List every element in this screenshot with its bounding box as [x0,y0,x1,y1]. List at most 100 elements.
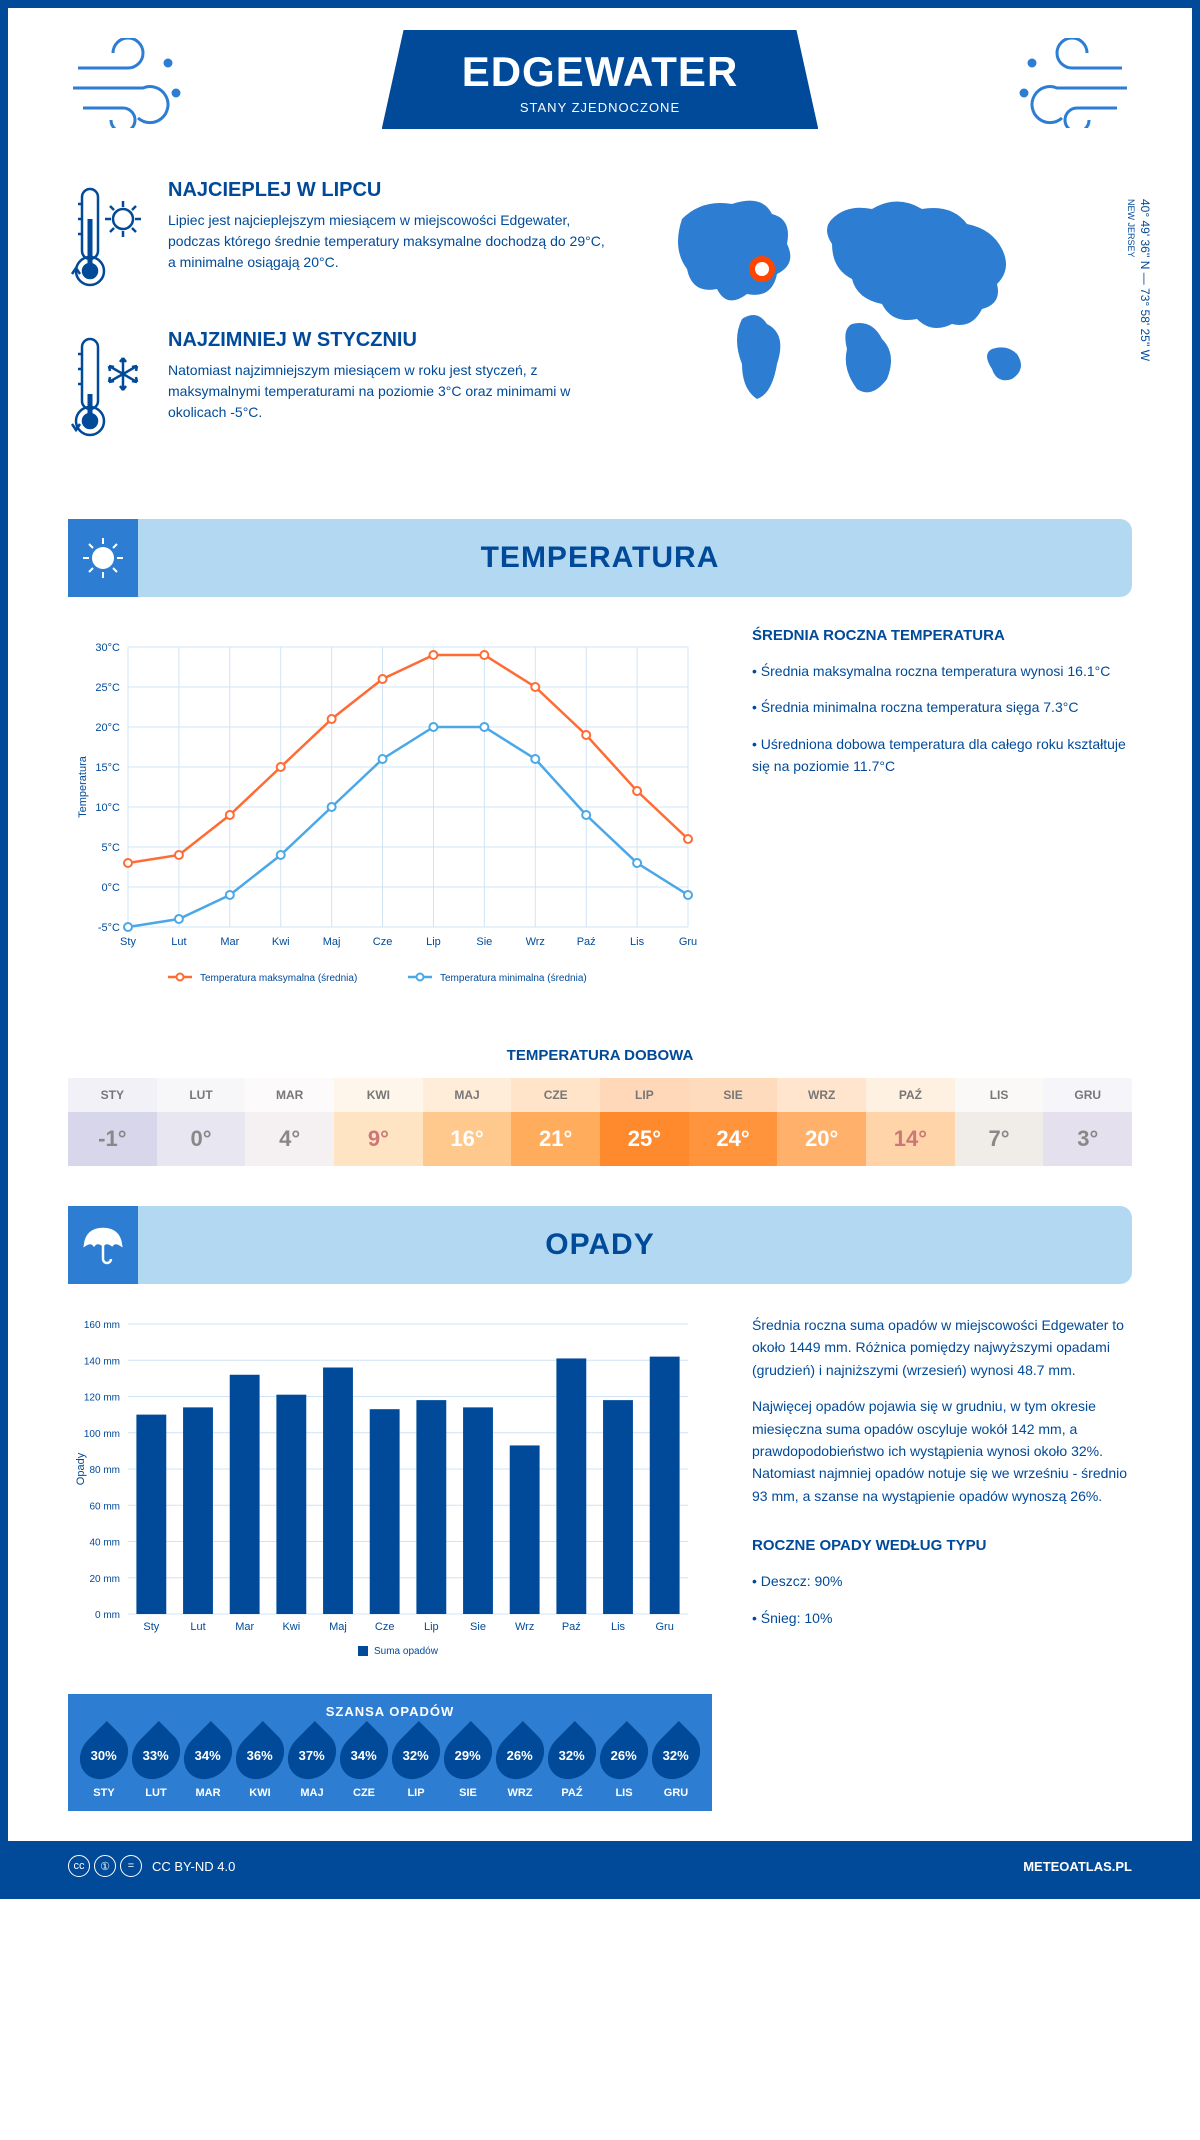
rain-drop: 26%WRZ [498,1729,542,1799]
wind-icon-right [1012,38,1132,128]
rain-drop: 34%MAR [186,1729,230,1799]
cold-title: NAJZIMNIEJ W STYCZNIU [168,329,612,352]
svg-text:0°C: 0°C [102,882,121,894]
temp-cell: MAJ16° [423,1078,512,1166]
svg-text:Lip: Lip [424,1621,439,1633]
temp-bullet-2: • Uśredniona dobowa temperatura dla całe… [752,733,1132,778]
temp-title: TEMPERATURA [128,541,1072,575]
svg-text:Gru: Gru [679,936,697,948]
rain-type-0: • Deszcz: 90% [752,1570,1132,1592]
header: EDGEWATER STANY ZJEDNOCZONE [8,8,1192,149]
cold-text: Natomiast najzimniejszym miesiącem w rok… [168,360,612,423]
svg-text:Lip: Lip [426,936,441,948]
license-text: CC BY-ND 4.0 [152,1859,235,1874]
svg-text:5°C: 5°C [102,842,121,854]
svg-text:Sie: Sie [476,936,492,948]
svg-text:Gru: Gru [655,1621,673,1633]
rain-drop: 32%PAŹ [550,1729,594,1799]
temp-cell: LUT0° [157,1078,246,1166]
license: cc①= CC BY-ND 4.0 [68,1855,235,1877]
svg-text:140 mm: 140 mm [84,1356,120,1367]
daily-title: TEMPERATURA DOBOWA [68,1047,1132,1064]
intro-row: NAJCIEPLEJ W LIPCU Lipiec jest najcieple… [8,149,1192,519]
svg-text:Opady: Opady [75,1452,87,1485]
rain-chance-box: SZANSA OPADÓW 30%STY33%LUT34%MAR36%KWI37… [68,1694,712,1811]
temp-cell: LIS7° [955,1078,1044,1166]
rain-type-title: ROCZNE OPADY WEDŁUG TYPU [752,1537,1132,1554]
coords-main: 40° 49' 36'' N — 73° 58' 25'' W [1138,199,1152,361]
temp-section-header: TEMPERATURA [68,519,1132,597]
svg-text:80 mm: 80 mm [89,1465,120,1476]
rain-drop: 30%STY [82,1729,126,1799]
temp-cell: MAR4° [245,1078,334,1166]
svg-text:Maj: Maj [323,936,341,948]
coordinates: 40° 49' 36'' N — 73° 58' 25'' W NEW JERS… [1124,199,1152,361]
temp-side-title: ŚREDNIA ROCZNA TEMPERATURA [752,627,1132,644]
svg-text:10°C: 10°C [95,802,120,814]
rain-drop: 32%LIP [394,1729,438,1799]
temp-cell: CZE21° [511,1078,600,1166]
thermometer-hot-icon [68,179,148,299]
svg-text:20°C: 20°C [95,722,120,734]
rain-drop: 34%CZE [342,1729,386,1799]
svg-text:Suma opadów: Suma opadów [374,1646,439,1657]
svg-text:Lut: Lut [190,1621,205,1633]
rain-text: Średnia roczna suma opadów w miejscowośc… [752,1314,1132,1811]
temp-cell: GRU3° [1043,1078,1132,1166]
infographic-container: EDGEWATER STANY ZJEDNOCZONE NAJCIEPLEJ W… [0,0,1200,1899]
svg-text:Temperatura maksymalna (średni: Temperatura maksymalna (średnia) [200,973,357,984]
rain-bar-chart: 0 mm20 mm40 mm60 mm80 mm100 mm120 mm140 … [68,1314,708,1674]
rain-drop: 33%LUT [134,1729,178,1799]
daily-grid: STY-1°LUT0°MAR4°KWI9°MAJ16°CZE21°LIP25°S… [68,1078,1132,1166]
world-map-icon [652,179,1072,419]
svg-text:100 mm: 100 mm [84,1429,120,1440]
svg-text:Maj: Maj [329,1621,347,1633]
svg-text:60 mm: 60 mm [89,1501,120,1512]
temp-cell: PAŹ14° [866,1078,955,1166]
map-col: 40° 49' 36'' N — 73° 58' 25'' W NEW JERS… [652,179,1132,479]
rain-type-1: • Śnieg: 10% [752,1607,1132,1629]
coords-region: NEW JERSEY [1126,199,1136,258]
title-banner: EDGEWATER STANY ZJEDNOCZONE [382,30,819,129]
temp-content: -5°C0°C5°C10°C15°C20°C25°C30°CStyLutMarK… [8,597,1192,1037]
temp-bullet-0: • Średnia maksymalna roczna temperatura … [752,660,1132,682]
sun-icon [68,519,138,597]
temp-cell: STY-1° [68,1078,157,1166]
hot-text: Lipiec jest najcieplejszym miesiącem w m… [168,210,612,273]
svg-text:Paź: Paź [562,1621,581,1633]
cc-icons: cc①= [68,1855,142,1877]
svg-text:40 mm: 40 mm [89,1538,120,1549]
hot-block: NAJCIEPLEJ W LIPCU Lipiec jest najcieple… [68,179,612,299]
svg-text:-5°C: -5°C [98,922,120,934]
temp-cell: SIE24° [689,1078,778,1166]
svg-text:Sie: Sie [470,1621,486,1633]
rain-drop: 32%GRU [654,1729,698,1799]
daily-temp: TEMPERATURA DOBOWA STY-1°LUT0°MAR4°KWI9°… [8,1037,1192,1206]
umbrella-icon [68,1206,138,1284]
svg-text:30°C: 30°C [95,642,120,654]
svg-text:0 mm: 0 mm [95,1610,120,1621]
rain-drop: 37%MAJ [290,1729,334,1799]
svg-text:Cze: Cze [373,936,393,948]
wind-icon-left [68,38,188,128]
rain-para2: Najwięcej opadów pojawia się w grudniu, … [752,1395,1132,1507]
temp-line-chart: -5°C0°C5°C10°C15°C20°C25°C30°CStyLutMarK… [68,627,708,1007]
rain-para1: Średnia roczna suma opadów w miejscowośc… [752,1314,1132,1381]
svg-text:Sty: Sty [143,1621,159,1633]
site-name: METEOATLAS.PL [1023,1859,1132,1874]
svg-text:Wrz: Wrz [515,1621,534,1633]
rain-drop: 26%LIS [602,1729,646,1799]
footer: cc①= CC BY-ND 4.0 METEOATLAS.PL [8,1841,1192,1891]
svg-text:Kwi: Kwi [282,1621,300,1633]
rain-chart-col: 0 mm20 mm40 mm60 mm80 mm100 mm120 mm140 … [68,1314,712,1811]
temp-bullet-1: • Średnia minimalna roczna temperatura s… [752,696,1132,718]
svg-text:Wrz: Wrz [526,936,545,948]
thermometer-cold-icon [68,329,148,449]
svg-text:Temperatura: Temperatura [77,755,89,818]
svg-text:Kwi: Kwi [272,936,290,948]
rain-content: 0 mm20 mm40 mm60 mm80 mm100 mm120 mm140 … [8,1284,1192,1841]
hot-title: NAJCIEPLEJ W LIPCU [168,179,612,202]
svg-text:Lis: Lis [630,936,645,948]
temp-cell: WRZ20° [777,1078,866,1166]
svg-text:Mar: Mar [220,936,239,948]
